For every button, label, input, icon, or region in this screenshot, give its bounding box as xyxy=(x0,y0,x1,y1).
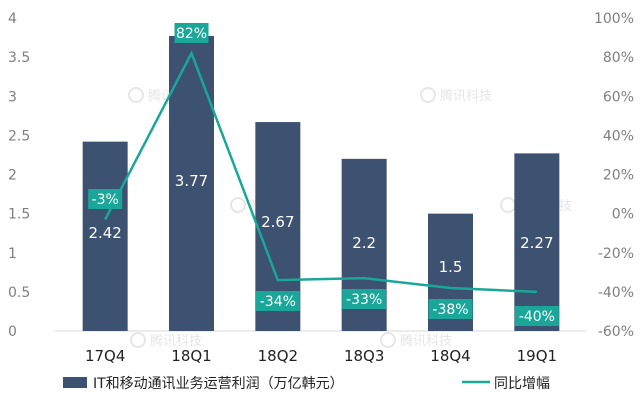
line-label-box xyxy=(514,306,559,326)
category-axis: 17Q4 18Q1 18Q2 18Q3 18Q4 19Q1 xyxy=(85,347,557,365)
line-label-box xyxy=(88,189,123,209)
line-label-box xyxy=(174,23,209,43)
left-tick-label: 0.5 xyxy=(8,285,30,301)
left-tick-label: 2 xyxy=(8,168,17,184)
watermark-logo-icon xyxy=(128,87,144,103)
right-tick-label: -40% xyxy=(598,285,634,301)
line-value-labels: -3% 82% -34% -33% -38% -40% xyxy=(88,23,559,326)
right-tick-label: 40% xyxy=(603,128,634,144)
watermark-text: 腾讯科技 xyxy=(150,333,202,349)
line-label-text: -34% xyxy=(260,294,296,310)
line-value-label: -38% xyxy=(428,299,473,319)
watermark-logo-icon xyxy=(420,87,436,103)
category-label: 18Q4 xyxy=(430,347,470,365)
left-tick-label: 1.5 xyxy=(8,207,30,223)
right-tick-label: 20% xyxy=(603,168,634,184)
watermark-logo-icon xyxy=(500,197,516,213)
right-tick-label: 100% xyxy=(594,11,634,27)
growth-line xyxy=(104,50,537,294)
legend-line-label: 同比增幅 xyxy=(494,376,550,392)
line-label-text: -33% xyxy=(346,292,382,308)
watermark-logo-icon xyxy=(380,332,396,348)
left-tick-label: 1 xyxy=(8,246,17,262)
left-tick-label: 0 xyxy=(8,324,17,340)
category-label: 18Q1 xyxy=(171,347,211,365)
watermark-logo-icon xyxy=(230,197,246,213)
right-axis: -60% -40% -20% 0% 20% 40% 60% 80% 100% xyxy=(594,11,634,340)
line-label-text: 82% xyxy=(176,26,207,42)
bar-value-label: 2.42 xyxy=(88,224,121,242)
line-value-label: 82% xyxy=(174,23,209,43)
watermark-text: 腾讯科技 xyxy=(440,88,492,104)
legend-bar-swatch xyxy=(63,377,87,388)
category-label: 19Q1 xyxy=(517,347,557,365)
bar-value-label: 2.67 xyxy=(261,213,294,231)
right-tick-label: 0% xyxy=(612,207,634,223)
line-label-text: -3% xyxy=(92,192,119,208)
legend: IT和移动通讯业务运营利润（万亿韩元） 同比增幅 xyxy=(63,376,550,392)
line-label-text: -38% xyxy=(432,302,468,318)
bar-value-labels: 2.42 3.77 2.67 2.2 1.5 2.27 xyxy=(88,172,553,276)
bar xyxy=(82,141,128,331)
category-label: 18Q3 xyxy=(344,347,384,365)
bar xyxy=(169,35,214,332)
watermark: 腾讯科技 xyxy=(420,87,492,104)
line-label-box xyxy=(428,299,473,319)
left-tick-label: 4 xyxy=(8,11,17,27)
category-label: 17Q4 xyxy=(85,347,125,365)
line-value-label: -3% xyxy=(88,189,123,209)
bar-value-label: 3.77 xyxy=(175,172,208,190)
watermark: 腾讯科技 xyxy=(130,332,202,349)
bar-value-label: 1.5 xyxy=(439,258,463,276)
line-label-text: -40% xyxy=(519,309,555,325)
bar-series xyxy=(82,35,560,332)
line-label-box xyxy=(255,291,300,311)
line-value-label: -33% xyxy=(342,289,387,309)
line-value-label: -34% xyxy=(255,291,300,311)
watermark-logo-icon xyxy=(130,332,146,348)
left-tick-label: 2.5 xyxy=(8,128,30,144)
bar-value-label: 2.2 xyxy=(352,234,376,252)
right-tick-label: 60% xyxy=(603,89,634,105)
left-axis: 0 0.5 1 1.5 2 2.5 3 3.5 4 xyxy=(8,11,30,340)
right-tick-label: -60% xyxy=(598,324,634,340)
category-label: 18Q2 xyxy=(258,347,298,365)
right-tick-label: 80% xyxy=(603,50,634,66)
legend-bar-label: IT和移动通讯业务运营利润（万亿韩元） xyxy=(93,376,344,392)
bar xyxy=(514,153,560,331)
left-tick-label: 3 xyxy=(8,89,17,105)
watermark-text: 腾讯科技 xyxy=(400,333,452,349)
watermark: 腾讯科技 xyxy=(380,332,452,349)
bar-value-label: 2.27 xyxy=(520,234,553,252)
left-tick-label: 3.5 xyxy=(8,50,30,66)
line-value-label: -40% xyxy=(514,306,559,326)
line-label-box xyxy=(342,289,387,309)
right-tick-label: -20% xyxy=(598,246,634,262)
